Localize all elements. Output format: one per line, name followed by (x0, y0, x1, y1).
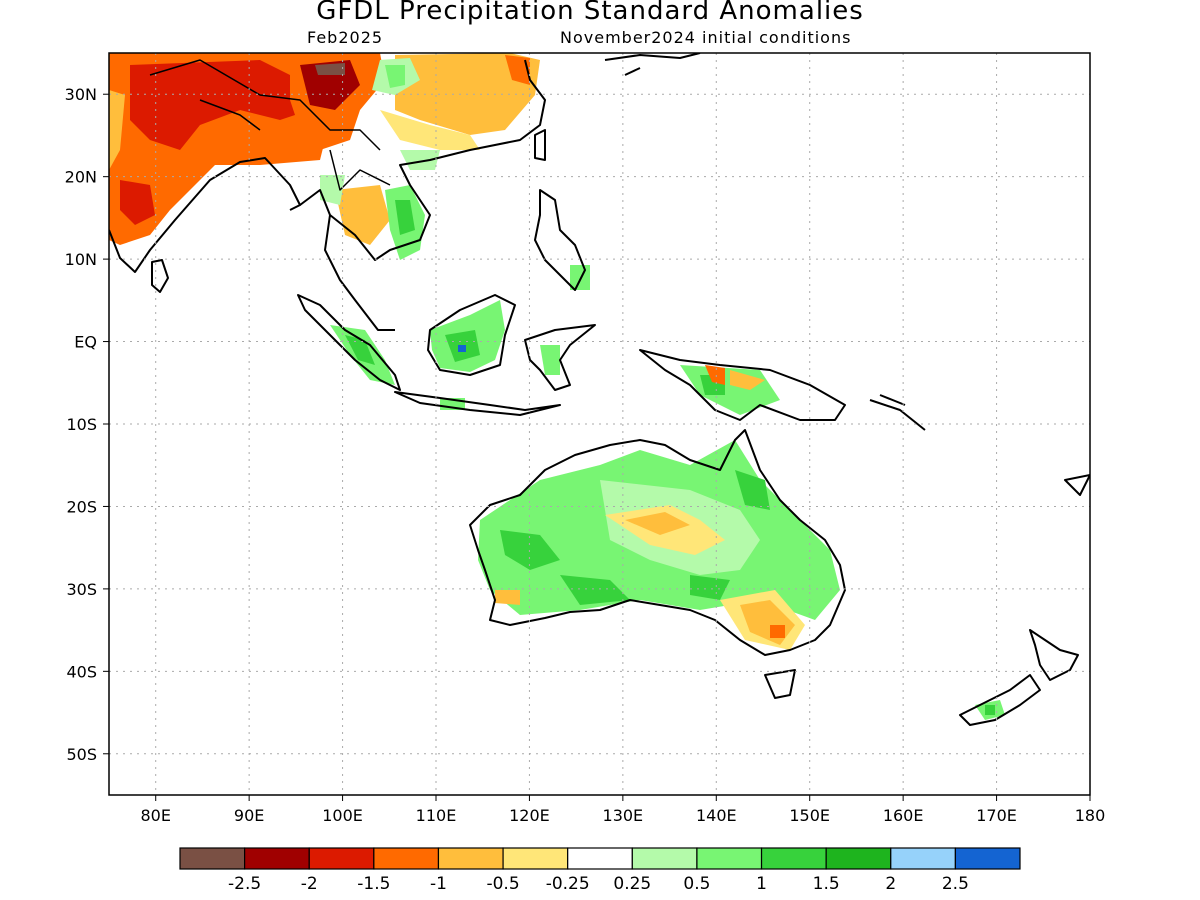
sri-lanka (151, 259, 169, 293)
china-inland-borders (149, 59, 391, 191)
lon-label: 180 (1075, 806, 1106, 825)
colorbar-swatch (179, 847, 246, 870)
lon-label: 100E (322, 806, 363, 825)
sumatra (297, 294, 401, 391)
longitude-labels: 80E 90E 100E 110E 120E 130E 140E 150E 160E 170E 18… (140, 795, 1105, 825)
colorbar-label: -2 (301, 874, 318, 894)
java (394, 391, 561, 416)
colorbar-swatch (502, 847, 569, 870)
australia-coast (469, 429, 846, 656)
philippines (534, 189, 586, 291)
japan (604, 53, 701, 76)
colorbar-labels: -2.5 -2 -1.5 -1 -0.5 -0.25 0.25 0.5 1 1.5 2 2.5 (228, 874, 969, 894)
lat-label: 10S (66, 415, 97, 434)
fiji (1064, 474, 1090, 496)
colorbar-swatch (954, 847, 1021, 870)
tasmania (764, 669, 796, 699)
colorbar-swatch (373, 847, 440, 870)
lat-label: 10N (65, 250, 97, 269)
lat-label: 20N (65, 168, 97, 187)
india-coast (109, 157, 301, 273)
lon-label: 170E (976, 806, 1017, 825)
latitude-labels: 30N 20N 10N EQ 10S 20S 30S 40S 50S (65, 85, 109, 764)
taiwan (534, 129, 546, 161)
lon-label: 160E (883, 806, 924, 825)
lat-label: 40S (66, 662, 97, 681)
forecast-month: Feb2025 (307, 28, 384, 47)
lat-label: EQ (74, 333, 97, 352)
lon-label: 90E (234, 806, 264, 825)
colorbar-swatch (244, 847, 310, 870)
lon-label: 80E (140, 806, 170, 825)
new-guinea (639, 349, 846, 421)
colorbar-swatch (890, 847, 956, 870)
lon-label: 150E (789, 806, 830, 825)
colorbar-label: -0.25 (546, 874, 590, 894)
colorbar-label: -1 (430, 874, 447, 894)
colorbar-swatch (696, 847, 763, 870)
colorbar-swatch (567, 847, 633, 870)
colorbar-label: -2.5 (228, 874, 261, 894)
borneo (427, 294, 516, 376)
colorbar-label: -1.5 (357, 874, 390, 894)
anomaly-shading (109, 53, 1005, 720)
solomon-islands (869, 394, 926, 431)
colorbar-swatch (825, 847, 892, 870)
colorbar-label: 0.5 (683, 874, 710, 894)
lat-label: 50S (66, 745, 97, 764)
indochina-coast (299, 59, 546, 331)
lon-label: 140E (696, 806, 737, 825)
colorbar (179, 847, 1021, 870)
colorbar-label: 0.25 (613, 874, 651, 894)
colorbar-swatch (308, 847, 375, 870)
colorbar-label: 2.5 (942, 874, 969, 894)
colorbar-label: 1 (756, 874, 767, 894)
colorbar-swatch (760, 847, 827, 870)
lon-label: 110E (416, 806, 457, 825)
map-title: GFDL Precipitation Standard Anomalies (316, 0, 864, 26)
coastlines (109, 53, 1090, 726)
lat-label: 30N (65, 85, 97, 104)
colorbar-label: 1.5 (813, 874, 840, 894)
colorbar-swatch (631, 847, 698, 870)
lon-label: 120E (509, 806, 550, 825)
colorbar-swatch (437, 847, 504, 870)
colorbar-label: -0.5 (486, 874, 519, 894)
colorbar-label: 2 (885, 874, 896, 894)
initial-conditions: November2024 initial conditions (560, 28, 852, 47)
new-zealand-north (1029, 629, 1079, 681)
lon-label: 130E (603, 806, 644, 825)
lat-label: 30S (66, 580, 97, 599)
sulawesi (524, 324, 596, 391)
new-zealand-south (959, 674, 1041, 726)
lat-label: 20S (66, 497, 97, 516)
